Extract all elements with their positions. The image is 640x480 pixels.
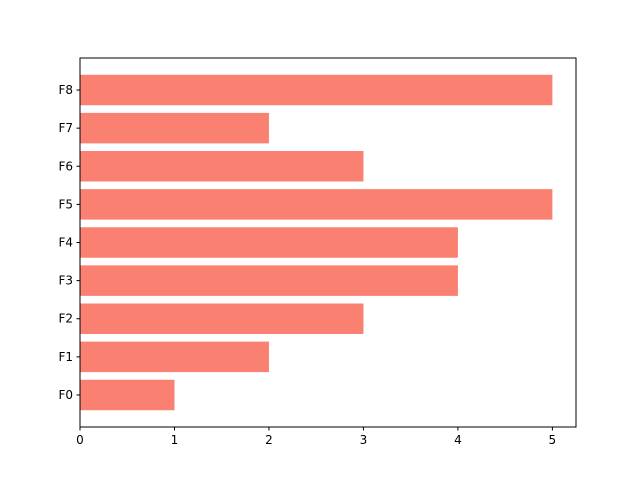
y-tick-label: F3 xyxy=(58,274,73,288)
x-tick-label: 3 xyxy=(360,433,368,447)
y-tick-label: F4 xyxy=(58,236,73,250)
x-tick-label: 0 xyxy=(76,433,84,447)
bar xyxy=(80,189,553,220)
bar xyxy=(80,112,269,144)
y-tick-label: F7 xyxy=(58,121,73,135)
bar xyxy=(80,303,364,334)
bar xyxy=(80,151,364,182)
bar xyxy=(80,379,175,411)
y-tick-label: F1 xyxy=(58,350,73,364)
x-tick-label: 5 xyxy=(549,433,557,447)
bar xyxy=(80,265,458,296)
bar xyxy=(80,74,553,106)
x-tick-label: 1 xyxy=(171,433,179,447)
bar xyxy=(80,341,269,373)
y-tick-label: F6 xyxy=(58,159,73,173)
y-tick-label: F0 xyxy=(58,388,73,402)
y-tick-label: F5 xyxy=(58,197,73,211)
x-tick-label: 4 xyxy=(454,433,462,447)
x-tick-label: 2 xyxy=(265,433,273,447)
y-tick-label: F8 xyxy=(58,83,73,97)
bar xyxy=(80,227,458,258)
y-tick-label: F2 xyxy=(58,312,73,326)
